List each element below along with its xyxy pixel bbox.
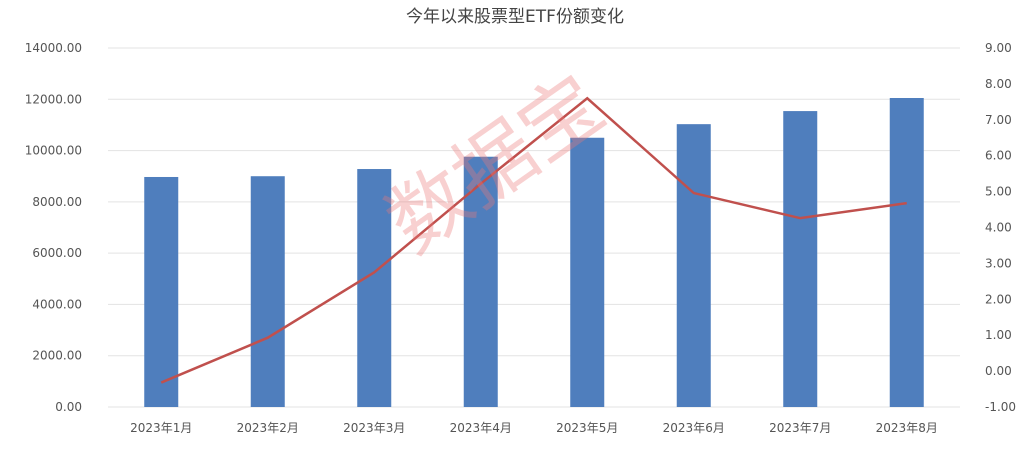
left-tick-label: 2000.00	[32, 349, 82, 363]
bar	[889, 98, 924, 407]
x-tick-label: 2023年6月	[663, 421, 725, 435]
x-tick-label: 2023年1月	[130, 421, 192, 435]
left-tick-label: 4000.00	[32, 297, 82, 311]
left-tick-label: 12000.00	[25, 92, 82, 106]
right-tick-label: 9.00	[985, 41, 1012, 55]
right-tick-label: 5.00	[985, 185, 1012, 199]
left-tick-label: 0.00	[55, 400, 82, 414]
right-tick-label: 4.00	[985, 221, 1012, 235]
right-tick-label: 8.00	[985, 77, 1012, 91]
x-tick-label: 2023年8月	[876, 421, 938, 435]
right-tick-label: 6.00	[985, 149, 1012, 163]
bar	[676, 124, 711, 407]
right-tick-label: 3.00	[985, 256, 1012, 270]
bar	[783, 111, 818, 408]
right-tick-label: 1.00	[985, 328, 1012, 342]
line-series	[160, 96, 907, 384]
x-tick-label: 2023年4月	[450, 421, 512, 435]
left-tick-label: 6000.00	[32, 246, 82, 260]
x-tick-label: 2023年2月	[237, 421, 299, 435]
right-tick-label: 7.00	[985, 113, 1012, 127]
x-tick-label: 2023年3月	[343, 421, 405, 435]
bar	[144, 176, 179, 407]
bar	[357, 169, 392, 407]
bar	[250, 176, 285, 407]
right-tick-label: -1.00	[985, 400, 1016, 414]
left-tick-label: 14000.00	[25, 41, 82, 55]
bar	[463, 156, 498, 407]
left-tick-label: 10000.00	[25, 144, 82, 158]
bar	[570, 137, 605, 407]
right-tick-label: 2.00	[985, 292, 1012, 306]
chart-title: 今年以来股票型ETF份额变化	[406, 7, 624, 27]
left-tick-label: 8000.00	[32, 195, 82, 209]
x-tick-label: 2023年5月	[556, 421, 618, 435]
right-tick-label: 0.00	[985, 364, 1012, 378]
x-tick-label: 2023年7月	[769, 421, 831, 435]
